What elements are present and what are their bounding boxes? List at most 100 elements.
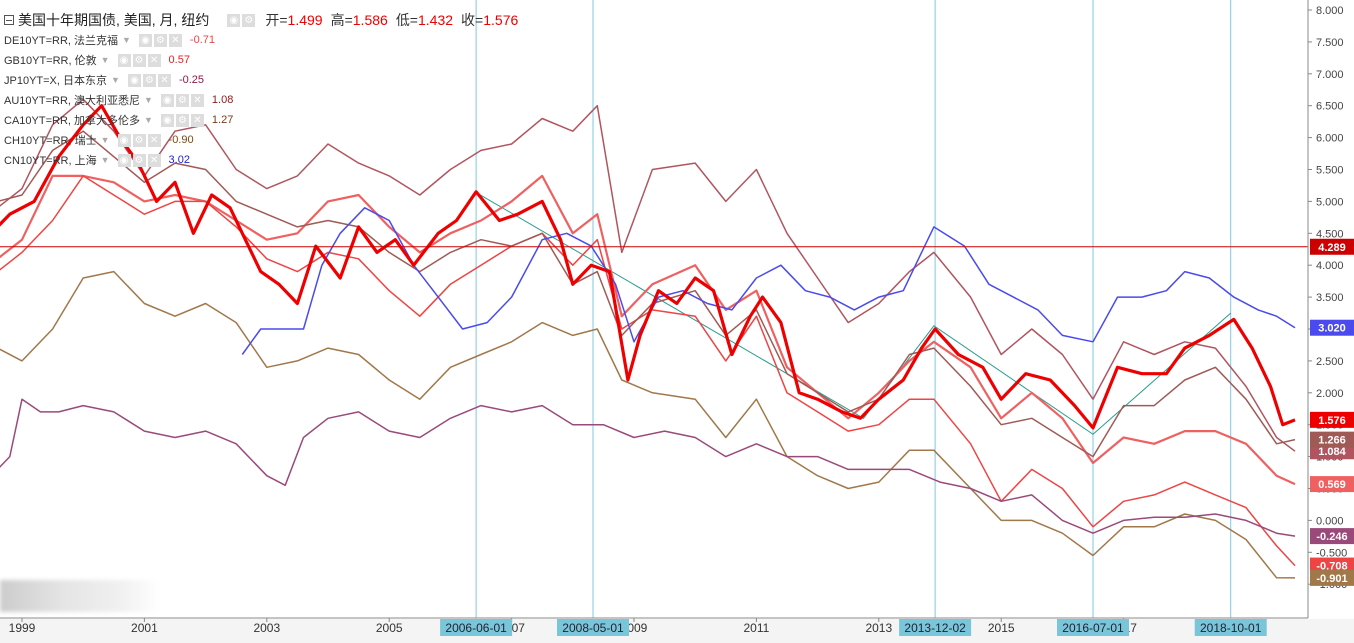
legend-item[interactable]: GB10YT=RR, 伦敦 ▼ ◉ ⚙ ✕ 0.57 bbox=[4, 50, 518, 70]
price-tag-label: 0.569 bbox=[1318, 479, 1346, 491]
legend-item-value: 0.57 bbox=[168, 54, 190, 66]
close-icon[interactable]: ✕ bbox=[157, 73, 171, 87]
open-value: 1.499 bbox=[287, 12, 323, 28]
series-line bbox=[241, 207, 1296, 355]
dropdown-caret-icon[interactable]: ▼ bbox=[144, 95, 153, 105]
close-icon[interactable]: ✕ bbox=[190, 93, 204, 107]
close-icon[interactable]: ✕ bbox=[190, 113, 204, 127]
legend-panel: 美国十年期国债, 美国, 月, 纽约 ◉ ⚙ 开= 1.499 高= 1.586 低… bbox=[4, 10, 518, 170]
open-label: 开= bbox=[265, 12, 288, 28]
y-tick-label: 2.500 bbox=[1316, 356, 1344, 368]
main-title-row: 美国十年期国债, 美国, 月, 纽约 ◉ ⚙ 开= 1.499 高= 1.586 低… bbox=[4, 10, 518, 30]
legend-item-name: CA10YT=RR, 加拿大多伦多 bbox=[4, 115, 140, 127]
date-marker-badge bbox=[1057, 619, 1129, 636]
gear-icon[interactable]: ⚙ bbox=[153, 33, 167, 47]
collapse-icon[interactable] bbox=[4, 15, 14, 25]
eye-icon[interactable]: ◉ bbox=[160, 113, 174, 127]
eye-icon[interactable]: ◉ bbox=[160, 93, 174, 107]
series-line bbox=[0, 98, 1296, 452]
y-tick-label: 6.000 bbox=[1316, 133, 1344, 145]
x-tick-label: 1999 bbox=[9, 621, 36, 635]
blurred-watermark bbox=[0, 580, 160, 612]
price-tag-box bbox=[1310, 528, 1354, 545]
eye-icon[interactable]: ◉ bbox=[227, 13, 241, 27]
price-tag-label: -0.708 bbox=[1316, 561, 1347, 573]
legend-item-value: 1.08 bbox=[211, 94, 234, 106]
y-tick-label: 6.500 bbox=[1316, 101, 1344, 113]
price-tag-box bbox=[1310, 431, 1354, 448]
legend-item[interactable]: DE10YT=RR, 法兰克福 ▼ ◉ ⚙ ✕ -0.71 bbox=[4, 30, 518, 50]
legend-item[interactable]: CN10YT=RR, 上海 ▼ ◉ ⚙ ✕ 3.02 bbox=[4, 150, 518, 170]
price-tag-box bbox=[1310, 476, 1354, 493]
dropdown-caret-icon[interactable]: ▼ bbox=[122, 35, 131, 45]
y-tick-label: 7.000 bbox=[1316, 69, 1344, 81]
dropdown-caret-icon[interactable]: ▼ bbox=[100, 135, 110, 145]
date-marker-badge bbox=[1194, 619, 1267, 636]
y-tick-label: 3.500 bbox=[1316, 292, 1344, 304]
y-tick-label: 5.000 bbox=[1316, 196, 1344, 208]
date-marker-badge bbox=[556, 619, 629, 636]
date-marker-label: 2018-10-01 bbox=[1200, 621, 1262, 635]
legend-item[interactable]: AU10YT=RR, 澳大利亚悉尼 ▼ ◉ ⚙ ✕ 1.08 bbox=[4, 90, 518, 110]
series-line bbox=[0, 104, 1296, 430]
trendline[interactable] bbox=[474, 191, 1232, 435]
legend-item-value: -0.90 bbox=[168, 134, 194, 146]
eye-icon[interactable]: ◉ bbox=[117, 153, 131, 167]
x-tick-label: 2003 bbox=[253, 621, 280, 635]
low-label: 低= bbox=[395, 12, 418, 28]
legend-item-name: DE10YT=RR, 法兰克福 bbox=[4, 35, 118, 47]
legend-item[interactable]: CA10YT=RR, 加拿大多伦多 ▼ ◉ ⚙ ✕ 1.27 bbox=[4, 110, 518, 130]
dropdown-caret-icon[interactable]: ▼ bbox=[144, 115, 153, 125]
high-label: 高= bbox=[330, 12, 353, 28]
price-tag-box bbox=[1310, 238, 1354, 255]
date-marker-label: 2016-07-01 bbox=[1062, 621, 1124, 635]
legend-item[interactable]: CH10YT=RR, 瑞士 ▼ ◉ ⚙ ✕ -0.90 bbox=[4, 130, 518, 150]
date-marker-lines bbox=[475, 0, 1232, 618]
gear-icon[interactable]: ⚙ bbox=[175, 93, 189, 107]
close-icon[interactable]: ✕ bbox=[147, 53, 161, 67]
y-tick-label: 5.500 bbox=[1316, 165, 1344, 177]
x-tick-label: 2013 bbox=[865, 621, 892, 635]
close-icon[interactable]: ✕ bbox=[168, 33, 182, 47]
y-tick-label: 2.000 bbox=[1316, 388, 1344, 400]
eye-icon[interactable]: ◉ bbox=[117, 53, 131, 67]
legend-item-value: -0.71 bbox=[189, 34, 215, 46]
y-tick-label: 4.500 bbox=[1316, 228, 1344, 240]
date-marker-badge bbox=[899, 619, 972, 636]
date-marker-label: 2006-06-01 bbox=[445, 621, 507, 635]
price-tag-label: 1.576 bbox=[1318, 415, 1346, 427]
main-title: 美国十年期国债, 美国, 月, 纽约 bbox=[18, 12, 210, 28]
series-lines bbox=[0, 98, 1296, 579]
legend-item-name: CN10YT=RR, 上海 bbox=[4, 155, 97, 167]
close-icon[interactable]: ✕ bbox=[147, 133, 161, 147]
price-tag-label: 1.084 bbox=[1318, 446, 1346, 458]
eye-icon[interactable]: ◉ bbox=[117, 133, 131, 147]
legend-item[interactable]: JP10YT=X, 日本东京 ▼ ◉ ⚙ ✕ -0.25 bbox=[4, 70, 518, 90]
trendline-path[interactable] bbox=[474, 191, 1232, 435]
gear-icon[interactable]: ⚙ bbox=[242, 13, 256, 27]
series-line bbox=[0, 398, 1296, 537]
dropdown-caret-icon[interactable]: ▼ bbox=[111, 75, 120, 85]
gear-icon[interactable]: ⚙ bbox=[142, 73, 156, 87]
dropdown-caret-icon[interactable]: ▼ bbox=[100, 55, 110, 65]
eye-icon[interactable]: ◉ bbox=[138, 33, 152, 47]
x-tick-label: 2015 bbox=[988, 621, 1015, 635]
legend-rows: DE10YT=RR, 法兰克福 ▼ ◉ ⚙ ✕ -0.71 GB10YT=RR, 伦敦 ▼ ◉ ⚙… bbox=[4, 30, 518, 170]
price-tag-box bbox=[1310, 569, 1354, 586]
gear-icon[interactable]: ⚙ bbox=[132, 153, 146, 167]
price-tag-label: -0.246 bbox=[1316, 531, 1347, 543]
gear-icon[interactable]: ⚙ bbox=[132, 53, 146, 67]
price-tag-label: -0.901 bbox=[1316, 573, 1347, 585]
gear-icon[interactable]: ⚙ bbox=[132, 133, 146, 147]
date-marker-label: 2013-12-02 bbox=[904, 621, 966, 635]
gear-icon[interactable]: ⚙ bbox=[175, 113, 189, 127]
eye-icon[interactable]: ◉ bbox=[127, 73, 141, 87]
close-icon[interactable]: ✕ bbox=[147, 153, 161, 167]
legend-item-name: AU10YT=RR, 澳大利亚悉尼 bbox=[4, 95, 140, 107]
legend-item-value: 3.02 bbox=[168, 154, 190, 166]
series-line bbox=[0, 174, 1296, 486]
low-value: 1.432 bbox=[418, 12, 454, 28]
dropdown-caret-icon[interactable]: ▼ bbox=[100, 155, 110, 165]
x-tick-label: 2011 bbox=[743, 621, 769, 635]
